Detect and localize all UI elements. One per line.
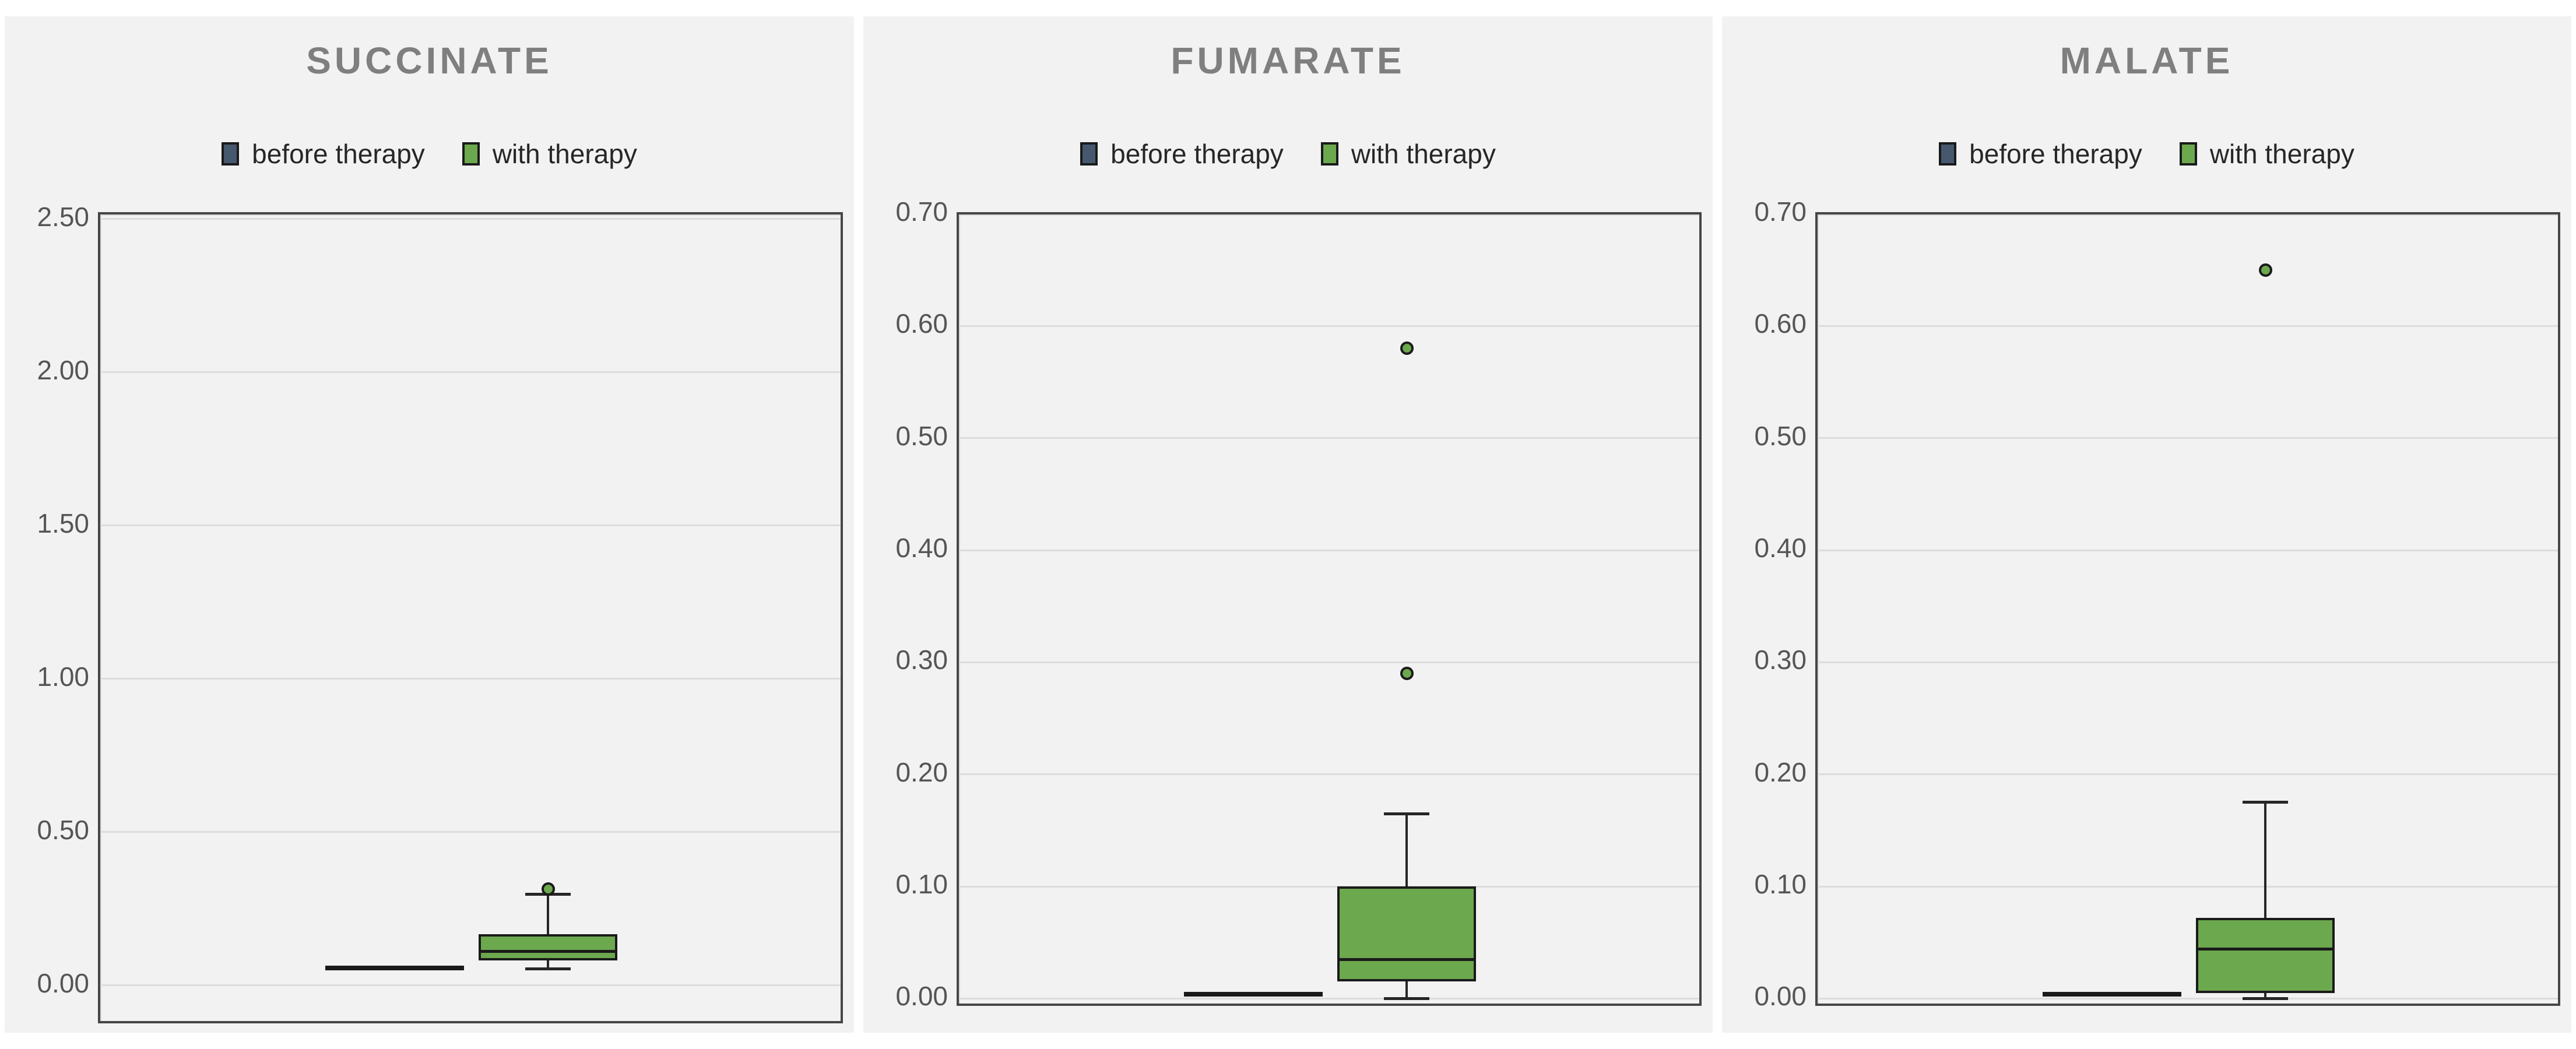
gridline	[100, 984, 841, 987]
y-axis-tick-label: 1.50	[37, 508, 89, 538]
legend-label-with: with therapy	[2209, 139, 2354, 169]
legend-item-before-therapy: before therapy	[1939, 138, 2142, 170]
y-axis-tick-label: 2.00	[37, 354, 89, 385]
chart-title-malate: MALATE	[2060, 40, 2234, 82]
legend-item-before-therapy: before therapy	[222, 138, 425, 170]
gridline	[959, 773, 1699, 776]
y-axis-tick-label: 2.50	[37, 201, 89, 232]
y-axis-tick-label: 1.00	[37, 661, 89, 692]
upper-whisker-line	[1405, 814, 1408, 886]
gridline	[100, 371, 841, 374]
legend-label-before: before therapy	[1969, 139, 2142, 169]
outlier-dot	[1400, 342, 1414, 355]
lower-whisker-cap	[2243, 997, 2288, 1000]
legend-swatch-with-icon	[462, 142, 480, 166]
y-axis-tick-label: 0.60	[1754, 308, 1807, 339]
outlier-dot	[2258, 263, 2272, 277]
gridline	[1818, 773, 2558, 776]
legend-label-with: with therapy	[1351, 139, 1496, 169]
gridline	[100, 831, 841, 833]
legend-swatch-before-icon	[1080, 142, 1098, 166]
box-before-therapy	[325, 965, 464, 970]
y-axis-tick-label: 0.40	[895, 533, 948, 564]
legend-label-before: before therapy	[1110, 139, 1284, 169]
gridline	[959, 997, 1699, 999]
legend-item-before-therapy: before therapy	[1080, 138, 1284, 170]
outlier-dot	[1400, 667, 1414, 681]
lower-whisker-cap	[1384, 997, 1429, 1000]
lower-whisker-line	[547, 960, 549, 969]
box-with-therapy	[1337, 886, 1476, 982]
y-axis-tick-label: 0.50	[895, 420, 948, 451]
y-axis-tick-label: 0.20	[895, 756, 948, 787]
y-axis-tick-label: 0.10	[895, 869, 948, 900]
plot-area-fumarate	[957, 212, 1702, 1006]
y-axis-tick-label: 0.70	[895, 196, 948, 227]
plot-area-malate	[1815, 212, 2560, 1006]
median-line	[1340, 958, 1474, 961]
y-axis-tick-label: 0.40	[1754, 533, 1807, 564]
gridline	[959, 549, 1699, 551]
upper-whisker-cap	[1384, 812, 1429, 815]
gridline	[1818, 885, 2558, 888]
y-axis-tick-label: 0.50	[1754, 420, 1807, 451]
y-axis-tick-label: 0.50	[37, 814, 89, 845]
box-with-therapy	[2196, 917, 2335, 993]
box-with-therapy	[479, 934, 617, 960]
y-axis-tick-label: 0.10	[1754, 869, 1807, 900]
median-line	[481, 949, 615, 953]
chart-title-fumarate: FUMARATE	[1171, 40, 1405, 82]
chart-title-succinate: SUCCINATE	[306, 40, 553, 82]
legend: before therapy with therapy	[863, 135, 1713, 173]
gridline	[959, 661, 1699, 663]
gridline	[1818, 549, 2558, 551]
legend-item-with-therapy: with therapy	[2179, 138, 2354, 170]
gridline	[1818, 661, 2558, 663]
median-line	[2198, 948, 2332, 951]
y-axis-tick-label: 0.30	[895, 645, 948, 675]
gridline	[100, 218, 841, 220]
gridline	[959, 437, 1699, 439]
box-before-therapy	[1184, 991, 1323, 997]
gridline	[100, 678, 841, 680]
legend-swatch-before-icon	[1939, 142, 1957, 166]
upper-whisker-cap	[2243, 801, 2288, 804]
lower-whisker-line	[2264, 992, 2266, 999]
legend: before therapy with therapy	[5, 135, 854, 173]
gridline	[1818, 997, 2558, 999]
gridline	[959, 885, 1699, 888]
y-axis-tick-label: 0.30	[1754, 645, 1807, 675]
plot-area-succinate	[98, 212, 843, 1023]
legend-swatch-before-icon	[222, 142, 240, 166]
panel-succinate: SUCCINATE before therapy with therapy 0.…	[5, 16, 854, 1033]
gridline	[100, 524, 841, 527]
panel-fumarate: FUMARATE before therapy with therapy 0.0…	[863, 16, 1713, 1033]
lower-whisker-line	[1405, 981, 1408, 999]
gridline	[1818, 325, 2558, 327]
upper-whisker-line	[2264, 802, 2266, 918]
legend: before therapy with therapy	[1722, 135, 2571, 173]
legend-swatch-with-icon	[1320, 142, 1338, 166]
lower-whisker-cap	[525, 967, 571, 970]
y-axis-tick-label: 0.00	[895, 981, 948, 1012]
y-axis-tick-label: 0.00	[37, 967, 89, 998]
legend-item-with-therapy: with therapy	[462, 138, 637, 170]
y-axis-tick-label: 0.70	[1754, 196, 1807, 227]
y-axis-tick-label: 0.60	[895, 308, 948, 339]
legend-label-with: with therapy	[492, 139, 637, 169]
outlier-dot	[541, 882, 555, 896]
y-axis-tick-label: 0.20	[1754, 756, 1807, 787]
legend-swatch-with-icon	[2179, 142, 2197, 166]
gridline	[959, 325, 1699, 327]
gridline	[1818, 437, 2558, 439]
legend-item-with-therapy: with therapy	[1320, 138, 1496, 170]
y-axis-tick-label: 0.00	[1754, 981, 1807, 1012]
upper-whisker-line	[547, 894, 549, 934]
legend-label-before: before therapy	[252, 139, 425, 169]
panel-malate: MALATE before therapy with therapy 0.00 0…	[1722, 16, 2571, 1033]
box-before-therapy	[2043, 991, 2181, 997]
